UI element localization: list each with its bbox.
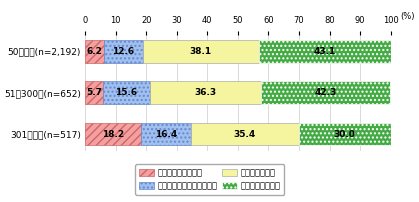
Text: 35.4: 35.4 [234, 129, 256, 139]
Text: 42.3: 42.3 [315, 88, 337, 97]
Bar [141, 123, 191, 145]
Text: 15.6: 15.6 [115, 88, 137, 97]
Bar [299, 123, 391, 145]
Text: 6.2: 6.2 [87, 47, 103, 56]
Bar [103, 81, 150, 104]
Text: 36.3: 36.3 [194, 88, 217, 97]
Bar [261, 81, 390, 104]
Bar [150, 81, 261, 104]
Legend: テレワーク導入済み, 検討している・関心がある, 導入予定はない, 適した職種がない: テレワーク導入済み, 検討している・関心がある, 導入予定はない, 適した職種が… [135, 164, 285, 195]
Bar [191, 123, 299, 145]
Text: 16.4: 16.4 [155, 129, 177, 139]
Text: 12.6: 12.6 [112, 47, 134, 56]
Bar [85, 123, 141, 145]
Text: 43.1: 43.1 [314, 47, 336, 56]
Text: (%): (%) [400, 12, 414, 21]
Text: 38.1: 38.1 [190, 47, 212, 56]
Text: 5.7: 5.7 [86, 88, 102, 97]
Bar [259, 40, 391, 63]
Bar [85, 81, 103, 104]
Text: 30.0: 30.0 [334, 129, 356, 139]
Bar [85, 40, 104, 63]
Bar [104, 40, 142, 63]
Text: 18.2: 18.2 [102, 129, 124, 139]
Bar [142, 40, 259, 63]
